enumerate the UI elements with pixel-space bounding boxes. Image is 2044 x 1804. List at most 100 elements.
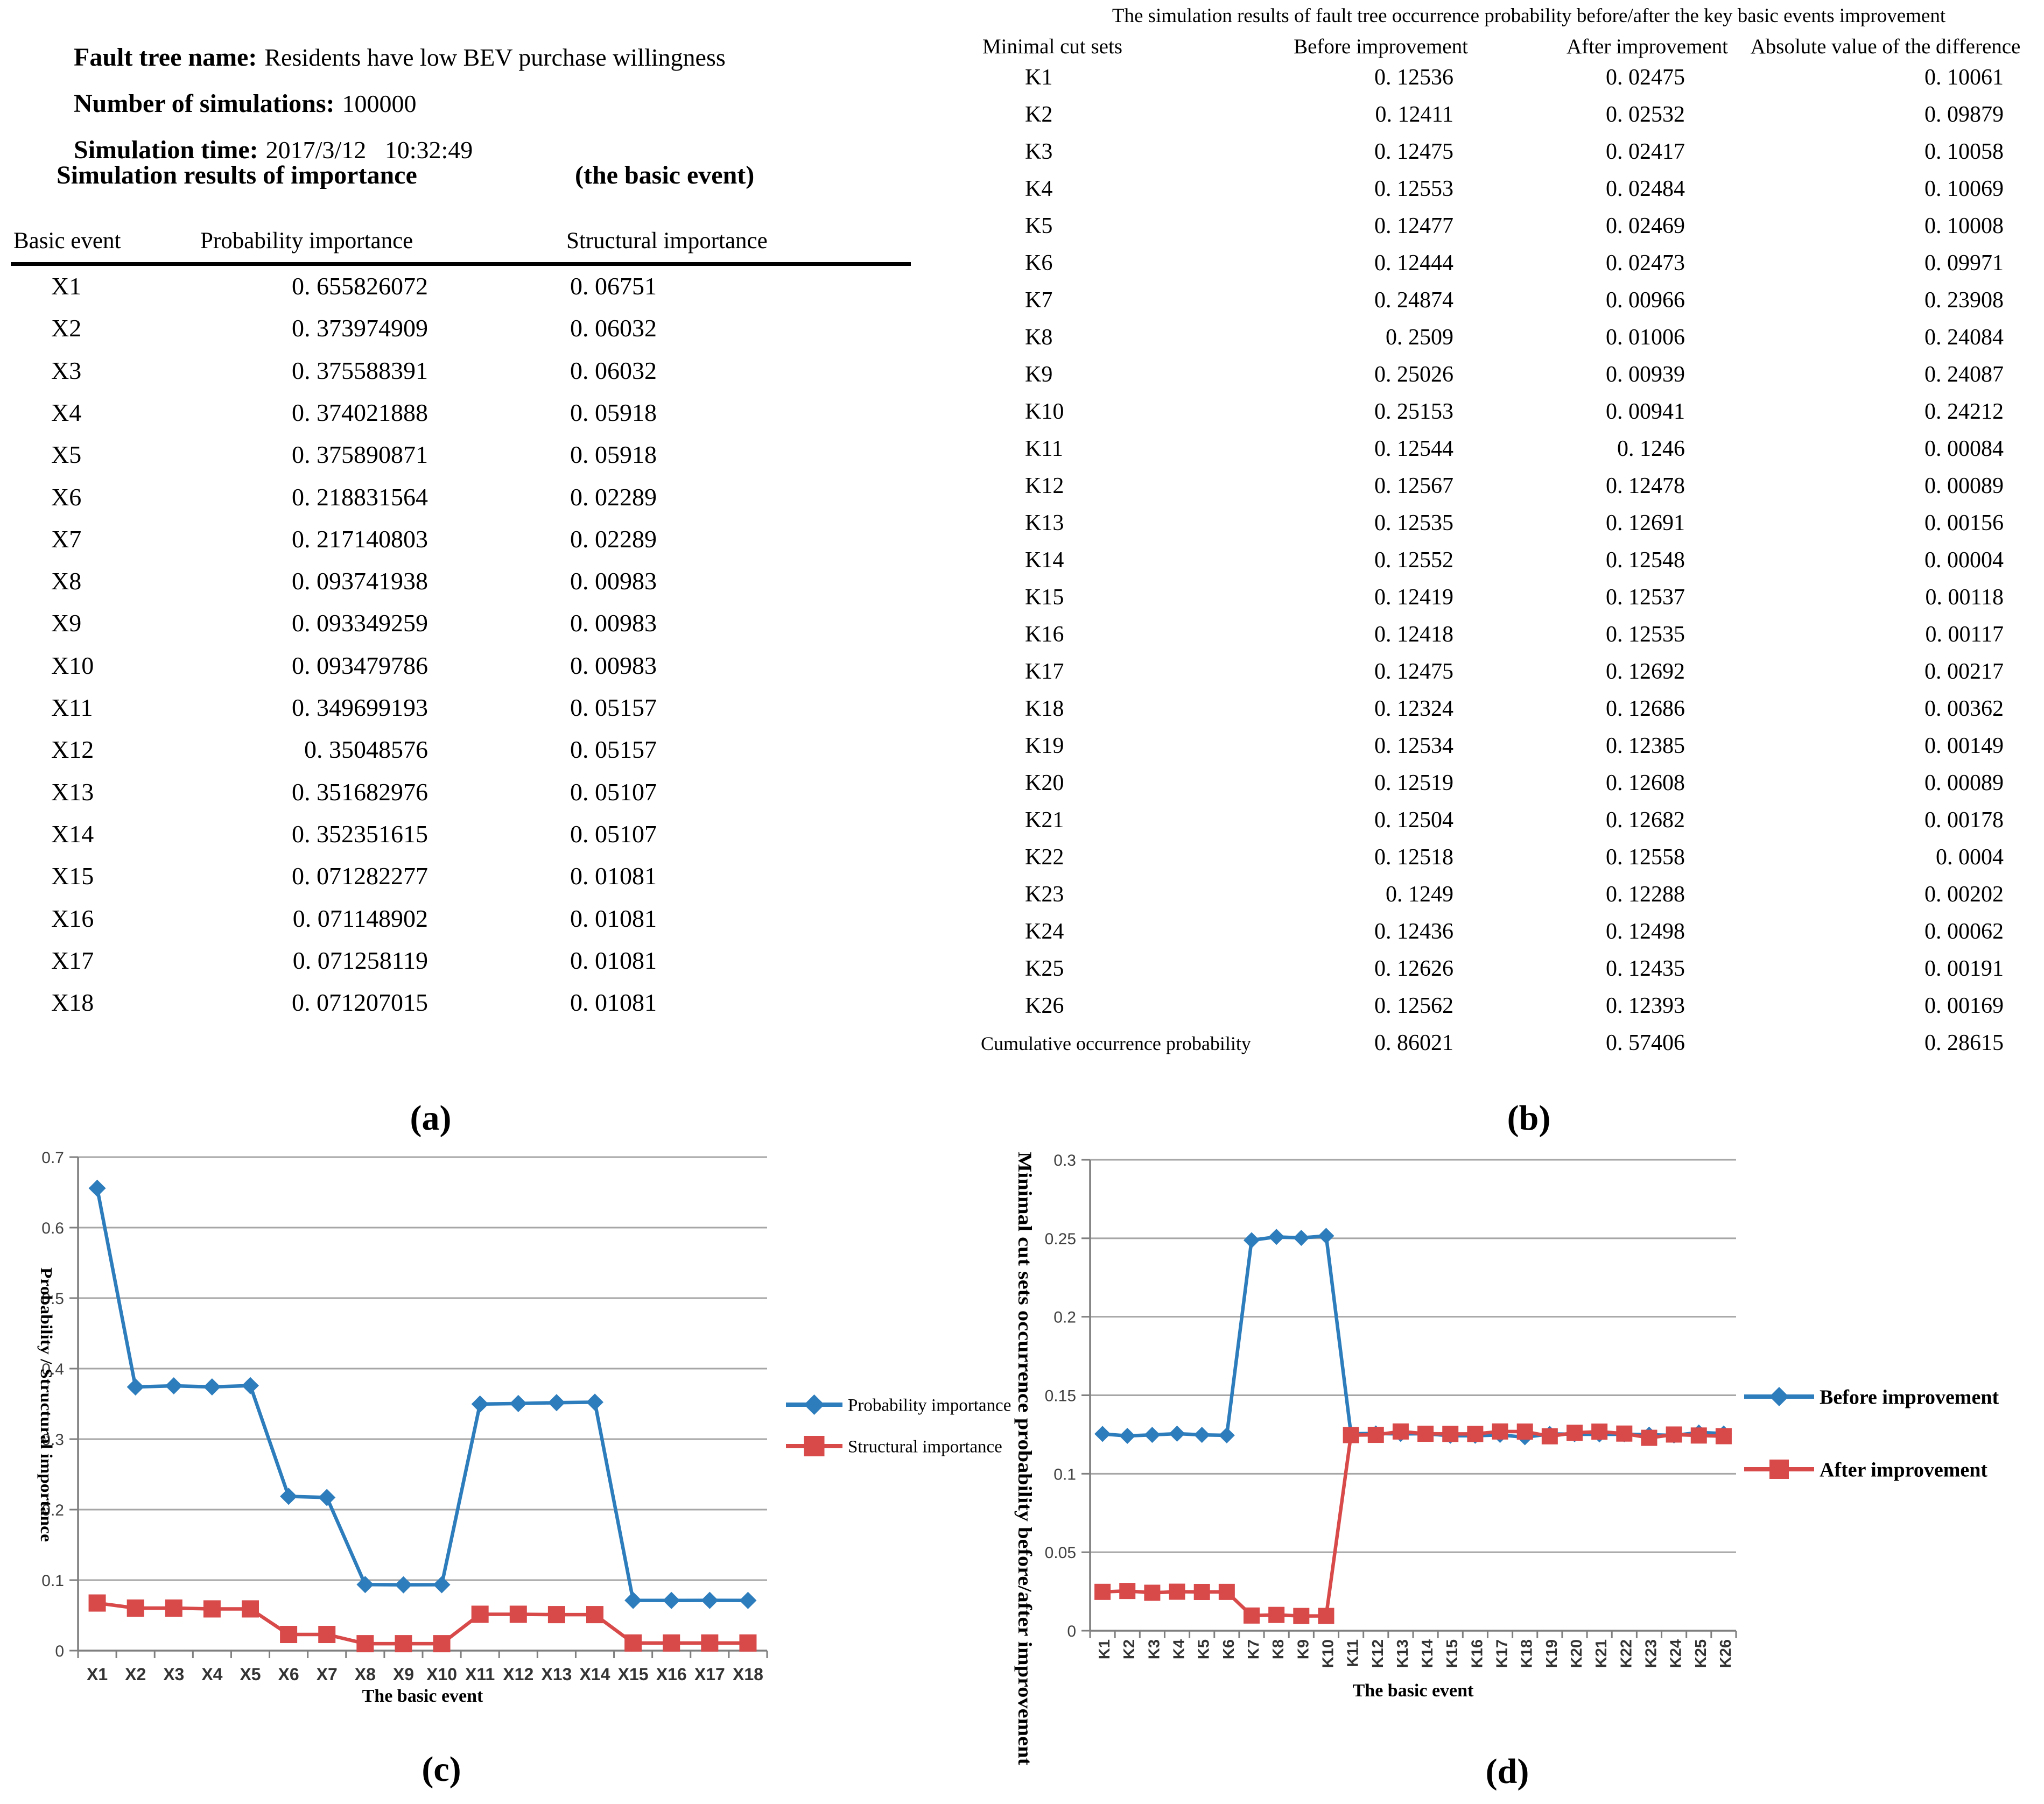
svg-text:X6: X6 bbox=[278, 1665, 299, 1684]
svg-text:K12: K12 bbox=[1369, 1639, 1387, 1668]
cell-structural-importance: 0. 02289 bbox=[570, 483, 657, 511]
data-point-marker bbox=[1616, 1425, 1633, 1442]
cell-absolute-difference: 0. 10058 bbox=[1924, 139, 2004, 164]
cell-after-improvement: 0. 12385 bbox=[1606, 734, 1685, 758]
cell-minimal-cut-set: K7 bbox=[1025, 288, 1053, 313]
column-header-before-improvement: Before improvement bbox=[1294, 35, 1468, 58]
cell-after-improvement: 0. 00941 bbox=[1606, 399, 1685, 424]
column-header-after-improvement: After improvement bbox=[1567, 35, 1728, 58]
cell-probability-importance: 0. 071207015 bbox=[292, 989, 428, 1017]
data-point-marker bbox=[586, 1606, 603, 1624]
table-row: K8 0. 2509 0. 01006 0. 24084 bbox=[0, 325, 2044, 355]
table-row: X7 0. 217140803 0. 02289 bbox=[0, 525, 915, 557]
cell-after-improvement: 0. 01006 bbox=[1606, 325, 1685, 350]
table-row: X4 0. 374021888 0. 05918 bbox=[0, 398, 915, 431]
data-point-marker bbox=[1119, 1583, 1136, 1599]
cell-absolute-difference: 0. 00202 bbox=[1924, 882, 2004, 907]
data-point-marker bbox=[127, 1599, 144, 1617]
cell-basic-event: X17 bbox=[51, 946, 94, 974]
cell-structural-importance: 0. 05157 bbox=[570, 694, 657, 721]
cell-after-improvement: 0. 12608 bbox=[1606, 771, 1685, 795]
number-of-simulations-value: 100000 bbox=[342, 90, 417, 117]
data-point-marker bbox=[433, 1576, 451, 1594]
cell-probability-importance: 0. 349699193 bbox=[292, 694, 428, 721]
legend-marker bbox=[1769, 1460, 1789, 1479]
cell-basic-event: X4 bbox=[51, 398, 82, 426]
section-title-suffix: (the basic event) bbox=[575, 161, 755, 189]
axes bbox=[1081, 1159, 1737, 1638]
cell-after-improvement: 0. 12692 bbox=[1606, 659, 1685, 684]
cell-probability-importance: 0. 375890871 bbox=[292, 441, 428, 469]
svg-text:0.3: 0.3 bbox=[41, 1431, 64, 1449]
table-row: X6 0. 218831564 0. 02289 bbox=[0, 483, 915, 515]
cell-before-improvement: 0. 12475 bbox=[1374, 659, 1453, 684]
data-point-marker bbox=[1567, 1425, 1583, 1441]
data-point-marker bbox=[395, 1576, 412, 1594]
caption-b: (b) bbox=[1507, 1098, 1551, 1138]
data-point-marker bbox=[318, 1489, 336, 1506]
cell-minimal-cut-set: K3 bbox=[1025, 139, 1053, 164]
svg-text:K8: K8 bbox=[1270, 1639, 1287, 1659]
data-point-marker bbox=[701, 1591, 719, 1609]
table-row: X13 0. 351682976 0. 05107 bbox=[0, 778, 915, 810]
cell-after-improvement: 0. 12498 bbox=[1606, 919, 1685, 944]
data-point-marker bbox=[1541, 1428, 1558, 1444]
cell-before-improvement: 0. 12552 bbox=[1374, 548, 1453, 573]
svg-text:X17: X17 bbox=[694, 1665, 725, 1684]
x-tick-labels: X1 X2 X3 X4 X5 X6 X7 X8 X9 X10 X11 X12 X13 X14 X15 X16 X… bbox=[87, 1665, 763, 1684]
data-point-marker bbox=[739, 1634, 757, 1652]
series-line bbox=[95, 1188, 748, 1603]
cell-probability-importance: 0. 093479786 bbox=[292, 651, 428, 679]
data-point-marker bbox=[1094, 1426, 1111, 1442]
table-row-cumulative: Cumulative occurrence probability 0. 8602… bbox=[0, 1030, 2044, 1060]
data-point-marker bbox=[547, 1394, 565, 1412]
table-row: X14 0. 352351615 0. 05107 bbox=[0, 820, 915, 852]
fault-tree-name-value: Residents have low BEV purchase willingn… bbox=[264, 44, 726, 71]
cell-basic-event: X13 bbox=[51, 778, 94, 806]
cell-structural-importance: 0. 01081 bbox=[570, 946, 657, 974]
data-point-marker bbox=[127, 1378, 144, 1396]
data-point-marker bbox=[1690, 1427, 1707, 1444]
cell-probability-importance: 0. 373974909 bbox=[292, 314, 428, 342]
cell-probability-importance: 0. 071148902 bbox=[292, 904, 428, 932]
cell-minimal-cut-set: K2 bbox=[1025, 102, 1053, 127]
cell-before-improvement: 0. 12544 bbox=[1374, 436, 1453, 461]
svg-text:K15: K15 bbox=[1444, 1639, 1461, 1668]
data-point-marker bbox=[1144, 1427, 1161, 1443]
data-point-marker bbox=[165, 1599, 182, 1617]
cell-probability-importance: 0. 351682976 bbox=[292, 778, 428, 806]
svg-text:K6: K6 bbox=[1220, 1639, 1238, 1659]
svg-text:K19: K19 bbox=[1543, 1639, 1561, 1668]
cell-minimal-cut-set: K13 bbox=[1025, 511, 1064, 535]
section-title: Simulation results of importance bbox=[57, 161, 417, 189]
cell-absolute-difference: 0. 00191 bbox=[1924, 956, 2004, 981]
y-axis-title: Minimal cut sets occurrence probability … bbox=[1014, 1152, 1036, 1765]
table-row: K10 0. 25153 0. 00941 0. 24212 bbox=[0, 399, 2044, 429]
cell-structural-importance: 0. 05107 bbox=[570, 778, 657, 806]
table-row: K3 0. 12475 0. 02417 0. 10058 bbox=[0, 139, 2044, 169]
svg-text:0.6: 0.6 bbox=[41, 1220, 64, 1237]
table-row: K25 0. 12626 0. 12435 0. 00191 bbox=[0, 956, 2044, 986]
svg-text:K11: K11 bbox=[1345, 1639, 1362, 1667]
data-point-marker bbox=[1218, 1583, 1235, 1600]
cell-before-improvement: 0. 12626 bbox=[1374, 956, 1453, 981]
cell-probability-importance: 0. 071282277 bbox=[292, 862, 428, 890]
svg-text:K20: K20 bbox=[1568, 1639, 1585, 1668]
cell-absolute-difference: 0. 24087 bbox=[1924, 362, 2004, 387]
axes bbox=[69, 1156, 768, 1658]
cell-structural-importance: 0. 00983 bbox=[570, 651, 657, 679]
table-row: X1 0. 655826072 0. 06751 bbox=[0, 272, 915, 304]
cell-after-improvement: 0. 12288 bbox=[1606, 882, 1685, 907]
data-point-marker bbox=[1591, 1424, 1608, 1440]
table-row: K17 0. 12475 0. 12692 0. 00217 bbox=[0, 659, 2044, 689]
legend-label: Before improvement bbox=[1820, 1386, 1999, 1408]
y-gridlines bbox=[1090, 1159, 1736, 1553]
cell-after-improvement: 0. 12548 bbox=[1606, 548, 1685, 573]
column-header-absolute-difference: Absolute value of the difference bbox=[1750, 35, 2021, 58]
cell-basic-event: X10 bbox=[51, 651, 94, 679]
svg-text:K10: K10 bbox=[1319, 1639, 1337, 1668]
cell-minimal-cut-set: K9 bbox=[1025, 362, 1053, 387]
cell-basic-event: X1 bbox=[51, 272, 82, 300]
cell-basic-event: X7 bbox=[51, 525, 82, 553]
